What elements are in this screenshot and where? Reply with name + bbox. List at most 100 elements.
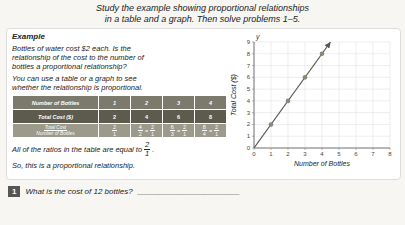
tick-label: 3 bbox=[247, 110, 251, 116]
cell-fraction-numerator: 2 bbox=[150, 124, 155, 131]
cell-fraction: 21 bbox=[150, 124, 155, 137]
x-axis bbox=[254, 148, 390, 149]
tick-label: 2 bbox=[286, 151, 290, 157]
table-row-label: Total CostNumber of Bottles bbox=[13, 124, 99, 138]
equals-sign: = bbox=[145, 128, 148, 134]
grid-line bbox=[356, 42, 357, 148]
label-fraction-denominator: Number of Bottles bbox=[36, 131, 74, 137]
tick-label: 6 bbox=[354, 151, 358, 157]
grid-line bbox=[254, 42, 255, 148]
label-fraction-numerator: Total Cost bbox=[44, 125, 67, 132]
ratio-cell: 21 bbox=[99, 124, 130, 137]
table-header: 1 bbox=[99, 96, 131, 110]
question-number: 1 bbox=[8, 186, 20, 197]
grid-line bbox=[322, 42, 323, 148]
page: Example Bottles of water cost $2 each. Is… bbox=[0, 0, 405, 225]
cell-fraction-denominator: 1 bbox=[215, 131, 218, 137]
cell-fraction-denominator: 1 bbox=[183, 131, 186, 137]
cell-fraction-numerator: 2 bbox=[214, 124, 219, 131]
cell-fraction-numerator: 2 bbox=[182, 124, 187, 131]
cell-fraction: 63 bbox=[170, 124, 175, 137]
point bbox=[286, 99, 291, 104]
table-cell: 84=21 bbox=[195, 124, 227, 138]
heading: Example bbox=[12, 32, 226, 41]
table-cell: 8 bbox=[195, 110, 227, 124]
cell-fraction: 21 bbox=[112, 124, 117, 137]
table-cell: 6 bbox=[163, 110, 195, 124]
table-row-label: Total Cost ($) bbox=[13, 110, 99, 124]
tick-label: 7 bbox=[371, 151, 375, 157]
point bbox=[269, 122, 274, 127]
tick-label: 8 bbox=[247, 51, 251, 57]
ratio-end: . bbox=[152, 145, 154, 154]
ratio-fraction-denominator: 1 bbox=[145, 150, 149, 158]
y-axis-label: Total Cost ($) bbox=[230, 74, 238, 116]
answer-blank: _______________________ bbox=[138, 187, 240, 196]
paragraph: You can use a table or a graph to see wh… bbox=[12, 74, 226, 92]
table-header: 3 bbox=[163, 96, 195, 110]
label-fraction: Total CostNumber of Bottles bbox=[36, 125, 74, 137]
tick-label: 4 bbox=[247, 98, 251, 104]
tick-label: 9 bbox=[247, 39, 251, 45]
grid-line bbox=[373, 42, 374, 148]
cell-fraction: 21 bbox=[182, 124, 187, 137]
tick-label: 4 bbox=[320, 151, 324, 157]
point bbox=[303, 75, 308, 80]
tick-label: 1 bbox=[269, 151, 273, 157]
ratio-cell: 63=21 bbox=[163, 124, 194, 137]
question-text: What is the cost of 12 bottles? bbox=[25, 187, 132, 196]
equals-sign: = bbox=[177, 128, 180, 134]
tick-label: 5 bbox=[247, 86, 251, 92]
left-column: Example Bottles of water cost $2 each. Is… bbox=[12, 32, 226, 170]
cell-fraction-denominator: 1 bbox=[113, 131, 116, 137]
tick-label: 0 bbox=[247, 145, 251, 151]
table-header: Number of Bottles bbox=[13, 96, 99, 110]
point bbox=[320, 51, 325, 56]
equals-sign: = bbox=[209, 128, 212, 134]
ratio-text: All of the ratios in the table are equal… bbox=[12, 145, 142, 154]
ratio-cell: 84=21 bbox=[195, 124, 226, 137]
x-axis-label: Number of Bottles bbox=[294, 160, 351, 167]
annotation: y bbox=[255, 33, 260, 41]
table-header: 2 bbox=[131, 96, 163, 110]
tick-label: 5 bbox=[337, 151, 341, 157]
tick-label: 2 bbox=[247, 121, 251, 127]
cell-fraction-numerator: 8 bbox=[202, 124, 207, 131]
tick-label: 0 bbox=[252, 151, 256, 157]
tick-label: 3 bbox=[303, 151, 307, 157]
grid-line bbox=[254, 148, 390, 149]
cell-fraction-denominator: 2 bbox=[139, 131, 142, 137]
y-axis bbox=[254, 42, 255, 148]
ratio-fraction: 21 bbox=[144, 141, 150, 158]
grid-line bbox=[254, 42, 390, 43]
table-row: Total Cost ($)2468 bbox=[13, 110, 227, 124]
tick-label: 6 bbox=[247, 74, 251, 80]
question: 1 What is the cost of 12 bottles? ________… bbox=[8, 186, 240, 197]
line bbox=[254, 42, 331, 148]
cell-fraction-numerator: 4 bbox=[138, 124, 143, 131]
grid-line bbox=[254, 89, 390, 90]
table-row: Total CostNumber of Bottles2142=2163=218… bbox=[13, 124, 227, 138]
title: Study the example showing proportional r… bbox=[0, 3, 405, 25]
cell-fraction: 84 bbox=[202, 124, 207, 137]
grid-line bbox=[254, 136, 390, 137]
table-header-row: Number of Bottles1234 bbox=[13, 96, 227, 110]
grid-line bbox=[254, 124, 390, 125]
grid-line bbox=[288, 42, 289, 148]
tick-label: 7 bbox=[247, 63, 251, 69]
ratio-table: Number of Bottles1234Total Cost ($)2468T… bbox=[12, 95, 227, 138]
cell-fraction: 42 bbox=[138, 124, 143, 137]
plot-background bbox=[254, 42, 390, 148]
cell-fraction-denominator: 1 bbox=[151, 131, 154, 137]
cell-fraction-numerator: 6 bbox=[170, 124, 175, 131]
cell-fraction-numerator: 2 bbox=[112, 124, 117, 131]
grid-line bbox=[390, 42, 391, 148]
cell-fraction: 21 bbox=[214, 124, 219, 137]
table-cell: 42=21 bbox=[131, 124, 163, 138]
plot-area bbox=[254, 42, 331, 148]
graph: 0123456780123456789Number of BottlesTota… bbox=[230, 30, 398, 176]
paragraph: Bottles of water cost $2 each. Is the re… bbox=[12, 44, 226, 71]
grid-line bbox=[339, 42, 340, 148]
grid-line bbox=[254, 77, 390, 78]
table-cell: 4 bbox=[131, 110, 163, 124]
